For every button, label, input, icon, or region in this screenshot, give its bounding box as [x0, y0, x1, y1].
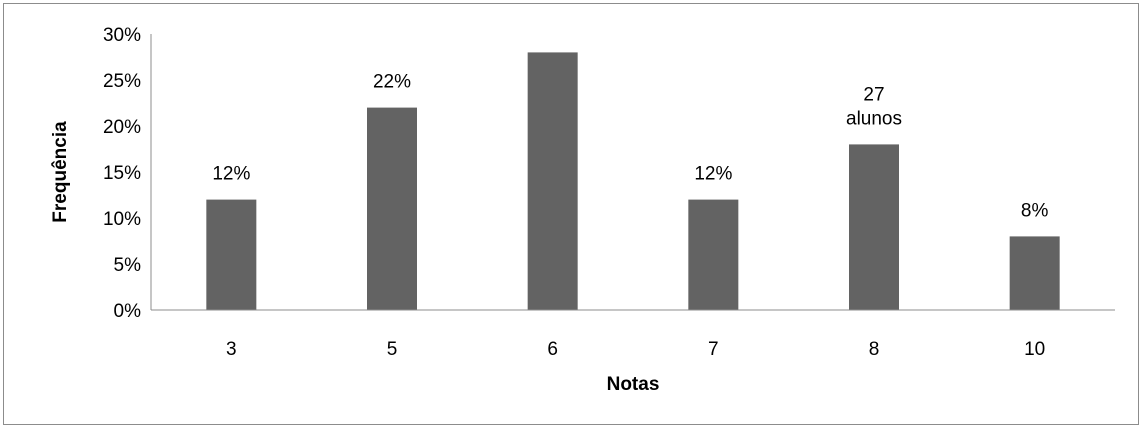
bar	[367, 107, 417, 310]
x-tick-label: 8	[869, 339, 880, 360]
data-label: 22%	[373, 72, 411, 93]
bar	[206, 199, 257, 310]
bars	[206, 52, 1060, 311]
x-axis-title: Notas	[607, 374, 660, 395]
bar	[527, 52, 578, 311]
data-label: 27 alunos	[846, 84, 902, 129]
y-tick-label: 0%	[114, 301, 142, 322]
y-tick-label: 25%	[103, 71, 141, 92]
bar	[849, 144, 899, 310]
y-tick-label: 20%	[103, 117, 141, 138]
data-label: 12%	[212, 164, 250, 185]
y-tick-label: 5%	[114, 255, 142, 276]
y-tick-labels: 0% 5% 10% 15% 20% 25% 30%	[103, 25, 141, 322]
data-labels: 12% 22% 12% 27 alunos 8%	[212, 72, 1048, 222]
x-tick-label: 5	[387, 339, 398, 360]
y-tick-label: 30%	[103, 25, 141, 46]
data-label: 12%	[694, 164, 732, 185]
x-tick-label: 6	[547, 339, 558, 360]
data-label: 8%	[1021, 200, 1049, 221]
bar	[1009, 236, 1060, 310]
x-tick-labels: 3 5 6 7 8 10	[226, 339, 1045, 360]
x-tick-label: 3	[226, 339, 237, 360]
x-tick-label: 10	[1024, 339, 1045, 360]
y-tick-label: 15%	[103, 163, 141, 184]
y-axis-title: Frequência	[50, 121, 71, 223]
y-tick-label: 10%	[103, 209, 141, 230]
x-tick-label: 7	[708, 339, 719, 360]
bar	[688, 199, 739, 310]
